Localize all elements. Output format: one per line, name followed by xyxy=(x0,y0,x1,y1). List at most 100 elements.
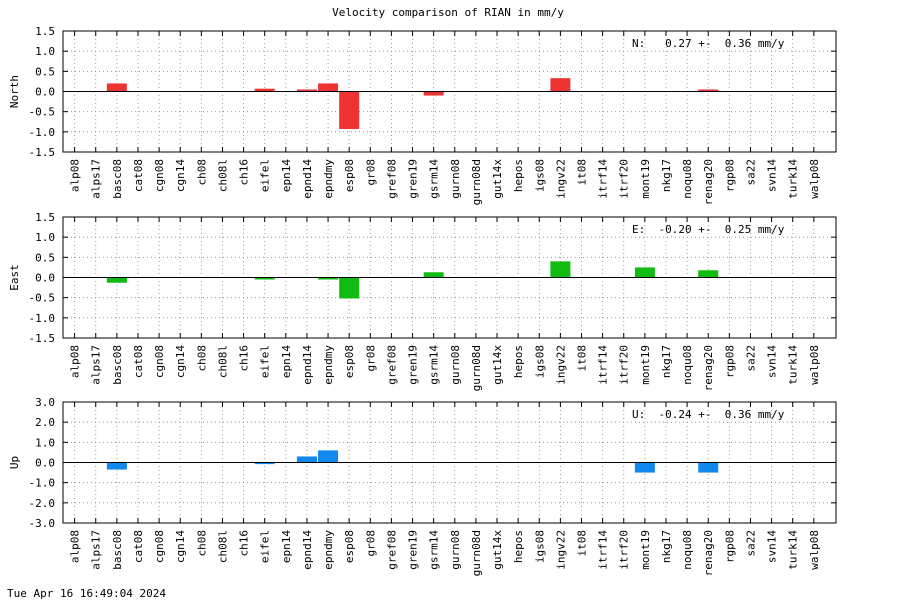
east-xtick-label-eifel: eifel xyxy=(259,345,272,378)
north-xtick-label-basc08: basc08 xyxy=(111,159,124,199)
east-xtick-label-alp08: alp08 xyxy=(69,345,82,378)
up-bar-renag20 xyxy=(698,462,719,473)
north-ytick-label: -1.0 xyxy=(29,126,56,139)
north-xtick-label-gref08: gref08 xyxy=(385,159,398,199)
north-xtick-label-itrf20: itrf20 xyxy=(618,159,631,199)
north-ytick-label: 0.0 xyxy=(35,86,55,99)
north-xtick-label-eifel: eifel xyxy=(259,159,272,192)
east-xtick-label-esp08: esp08 xyxy=(343,345,356,378)
east-xtick-label-cgn14: cgn14 xyxy=(174,345,187,378)
east-ytick-label: 1.0 xyxy=(35,231,55,244)
north-bar-epndmy xyxy=(318,83,339,92)
north-ytick-label: -1.5 xyxy=(29,146,56,159)
up-xtick-label-basc08: basc08 xyxy=(111,530,124,570)
east-xtick-label-alps17: alps17 xyxy=(90,345,103,385)
north-bar-eifel xyxy=(254,88,275,92)
north-bar-basc08 xyxy=(106,83,127,92)
up-ytick-label: 3.0 xyxy=(35,396,55,409)
up-xtick-label-gr08: gr08 xyxy=(364,530,377,557)
north-xtick-label-alps17: alps17 xyxy=(90,159,103,199)
up-xtick-label-igs08: igs08 xyxy=(533,530,546,563)
north-bar-renag20 xyxy=(698,89,719,92)
east-bar-eifel xyxy=(254,277,275,280)
east-xtick-label-basc08: basc08 xyxy=(111,345,124,385)
east-ytick-label: 0.5 xyxy=(35,251,55,264)
east-ytick-label: -1.5 xyxy=(29,332,56,345)
north-xtick-label-sa22: sa22 xyxy=(744,159,757,186)
east-xtick-label-nkg17: nkg17 xyxy=(660,345,673,378)
east-xtick-label-rgp08: rgp08 xyxy=(723,345,736,378)
up-xtick-label-gurn08: gurn08 xyxy=(449,530,462,570)
east-xtick-label-ch08: ch08 xyxy=(195,345,208,372)
up-xtick-label-mont19: mont19 xyxy=(639,530,652,570)
east-bar-gsrm14 xyxy=(423,272,444,278)
north-ytick-label: -0.5 xyxy=(29,106,56,119)
east-xtick-label-renag20: renag20 xyxy=(702,345,715,391)
north-xtick-label-ch08: ch08 xyxy=(195,159,208,186)
north-xtick-label-gurn08d: gurn08d xyxy=(470,159,483,205)
up-xtick-label-epndmy: epndmy xyxy=(322,530,335,570)
up-ytick-label: -1.0 xyxy=(29,477,56,490)
north-bar-esp08 xyxy=(339,91,360,130)
north-xtick-label-ingv22: ingv22 xyxy=(554,159,567,199)
east-xtick-label-turk14: turk14 xyxy=(787,345,800,385)
north-xtick-label-turk14: turk14 xyxy=(787,159,800,199)
north-xtick-label-renag20: renag20 xyxy=(702,159,715,205)
up-axis-label: Up xyxy=(8,456,21,469)
up-xtick-label-esp08: esp08 xyxy=(343,530,356,563)
north-xtick-label-cgn14: cgn14 xyxy=(174,159,187,192)
east-xtick-label-ch08l: ch08l xyxy=(216,345,229,378)
north-xtick-label-walp08: walp08 xyxy=(808,159,821,199)
up-bar-eifel xyxy=(254,462,275,465)
east-xtick-label-gren19: gren19 xyxy=(407,345,420,385)
east-xtick-label-ch16: ch16 xyxy=(238,345,251,372)
north-bar-epnd14 xyxy=(296,89,317,92)
up-ytick-label: -3.0 xyxy=(29,517,56,530)
up-xtick-label-hepos: hepos xyxy=(512,530,525,563)
east-xtick-label-sa22: sa22 xyxy=(744,345,757,372)
east-xtick-label-gut14x: gut14x xyxy=(491,345,504,385)
up-xtick-label-gut14x: gut14x xyxy=(491,530,504,570)
east-xtick-label-gr08: gr08 xyxy=(364,345,377,372)
up-xtick-label-cat08: cat08 xyxy=(132,530,145,563)
east-axis-label: East xyxy=(8,264,21,291)
north-bar-gsrm14 xyxy=(423,91,444,96)
up-xtick-label-ch08: ch08 xyxy=(195,530,208,557)
east-ytick-label: -0.5 xyxy=(29,292,56,305)
up-xtick-label-it08: it08 xyxy=(576,530,589,557)
north-annotation: N: 0.27 +- 0.36 mm/y xyxy=(632,37,785,50)
up-xtick-label-alps17: alps17 xyxy=(90,530,103,570)
east-ytick-label: -1.0 xyxy=(29,312,56,325)
north-xtick-label-cgn08: cgn08 xyxy=(153,159,166,192)
footer-timestamp: Tue Apr 16 16:49:04 2024 xyxy=(7,587,166,600)
up-xtick-label-noqu08: noqu08 xyxy=(681,530,694,570)
north-xtick-label-epndmy: epndmy xyxy=(322,159,335,199)
north-xtick-label-ch08l: ch08l xyxy=(216,159,229,192)
north-xtick-label-gr08: gr08 xyxy=(364,159,377,186)
north-xtick-label-gren19: gren19 xyxy=(407,159,420,199)
up-xtick-label-gren19: gren19 xyxy=(407,530,420,570)
north-xtick-label-svn14: svn14 xyxy=(766,159,779,192)
east-bar-esp08 xyxy=(339,277,360,299)
north-xtick-label-nkg17: nkg17 xyxy=(660,159,673,192)
east-bar-mont19 xyxy=(634,267,655,278)
up-xtick-label-itrf14: itrf14 xyxy=(597,530,610,570)
east-xtick-label-mont19: mont19 xyxy=(639,345,652,385)
east-xtick-label-gsrm14: gsrm14 xyxy=(428,345,441,385)
east-xtick-label-it08: it08 xyxy=(576,345,589,372)
east-xtick-label-epn14: epn14 xyxy=(280,345,293,378)
up-xtick-label-gurn08d: gurn08d xyxy=(470,530,483,576)
east-xtick-label-svn14: svn14 xyxy=(766,345,779,378)
north-xtick-label-it08: it08 xyxy=(576,159,589,186)
chart-title: Velocity comparison of RIAN in mm/y xyxy=(332,6,564,19)
north-ytick-label: 0.5 xyxy=(35,65,55,78)
up-xtick-label-renag20: renag20 xyxy=(702,530,715,576)
north-xtick-label-alp08: alp08 xyxy=(69,159,82,192)
east-xtick-label-noqu08: noqu08 xyxy=(681,345,694,385)
north-xtick-label-epnd14: epnd14 xyxy=(301,159,314,199)
east-xtick-label-epndmy: epndmy xyxy=(322,345,335,385)
up-xtick-label-gref08: gref08 xyxy=(385,530,398,570)
up-xtick-label-cgn08: cgn08 xyxy=(153,530,166,563)
up-xtick-label-walp08: walp08 xyxy=(808,530,821,570)
up-xtick-label-epn14: epn14 xyxy=(280,530,293,563)
